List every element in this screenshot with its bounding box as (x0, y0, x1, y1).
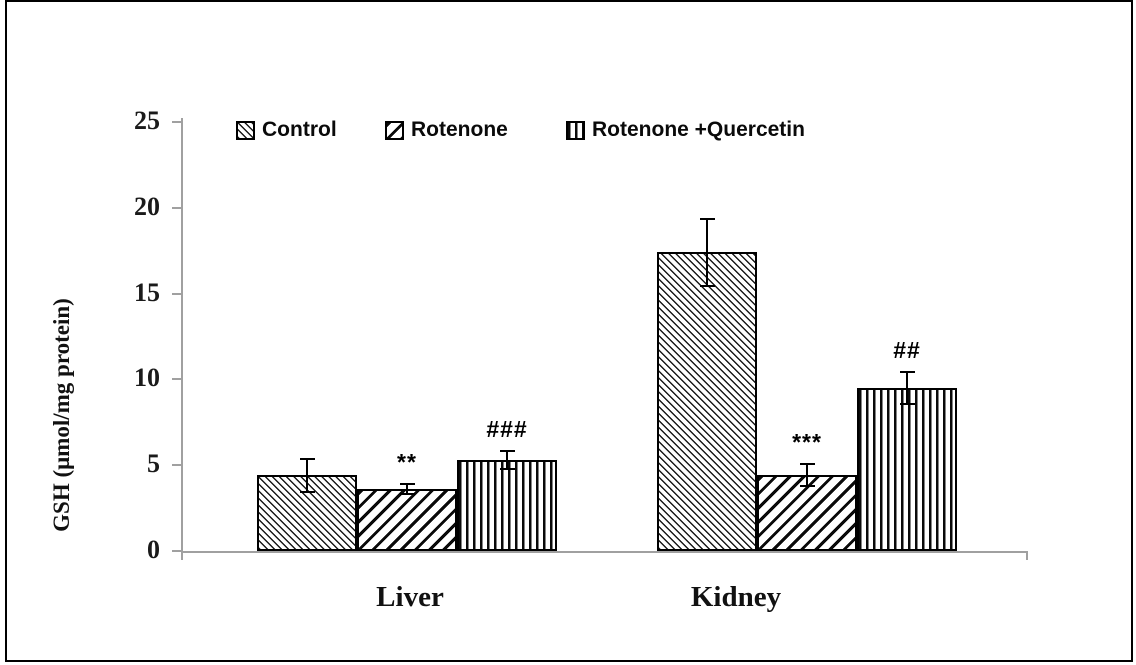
category-label-kidney: Kidney (690, 581, 782, 613)
bar-kidney-rotenone-quercetin (857, 387, 957, 551)
error-stem (806, 463, 808, 488)
y-axis-title: GSH (μmol/mg protein) (49, 298, 74, 532)
legend-label-rotenone: Rotenone (411, 118, 508, 141)
x-axis-end-tick-left (181, 552, 183, 560)
y-axis-tick (172, 464, 181, 467)
y-axis-line (181, 118, 183, 552)
error-cap-bottom (799, 485, 815, 488)
significance-marker: ### (486, 415, 528, 442)
legend-item-rotenone-quercetin: Rotenone +Quercetin (566, 118, 805, 141)
x-axis-end-tick-right (1026, 552, 1028, 560)
error-bar (699, 218, 715, 287)
error-bar (299, 458, 315, 493)
bar-liver-rotenone-quercetin (457, 460, 557, 551)
y-axis-tick (172, 121, 181, 123)
error-cap-bottom (399, 493, 415, 496)
error-stem (906, 370, 908, 406)
significance-marker: *** (792, 429, 822, 456)
error-stem (706, 218, 708, 287)
error-bar (399, 483, 415, 496)
significance-marker: ## (893, 336, 921, 363)
error-cap-bottom (699, 284, 715, 287)
significance-marker: ** (397, 449, 417, 476)
y-axis-tick (172, 206, 181, 209)
y-tick-label: 15 (134, 277, 160, 307)
rotenone-quercetin-hatch-swatch-icon (566, 120, 585, 140)
bar-liver-rotenone (357, 489, 457, 551)
error-bar (799, 463, 815, 488)
error-cap-bottom (299, 490, 315, 493)
error-stem (406, 483, 408, 496)
rotenone-hatch-swatch-icon (385, 120, 404, 140)
legend-item-rotenone: Rotenone (385, 118, 508, 141)
error-stem (306, 458, 308, 493)
y-axis-tick (172, 292, 181, 295)
y-tick-label: 5 (147, 449, 160, 479)
y-axis-tick (172, 550, 181, 552)
error-cap-bottom (499, 468, 515, 471)
bar-kidney-rotenone (757, 475, 857, 551)
legend-label-control: Control (262, 118, 337, 141)
legend-item-control: Control (236, 118, 337, 141)
error-bar (899, 370, 915, 406)
error-stem (506, 449, 508, 471)
x-axis-line (181, 551, 1028, 553)
y-axis-tick (172, 378, 181, 381)
error-bar (499, 449, 515, 471)
y-tick-label: 25 (134, 106, 160, 135)
control-hatch-swatch-icon (236, 120, 255, 140)
bar-kidney-control (657, 252, 757, 551)
error-cap-bottom (899, 403, 915, 406)
category-label-liver: Liver (376, 581, 444, 613)
y-tick-label: 10 (134, 363, 160, 393)
legend-label-rotenone-quercetin: Rotenone +Quercetin (592, 118, 805, 141)
y-tick-label: 0 (147, 535, 160, 564)
y-tick-label: 20 (134, 191, 160, 221)
